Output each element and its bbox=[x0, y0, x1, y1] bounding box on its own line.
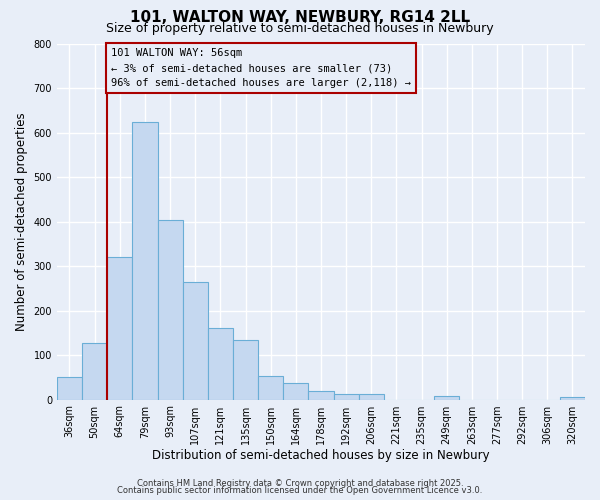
Text: 101, WALTON WAY, NEWBURY, RG14 2LL: 101, WALTON WAY, NEWBURY, RG14 2LL bbox=[130, 10, 470, 25]
Bar bbox=[208, 328, 233, 400]
Bar bbox=[359, 394, 384, 400]
Bar bbox=[334, 394, 359, 400]
Bar bbox=[182, 282, 208, 400]
Text: Size of property relative to semi-detached houses in Newbury: Size of property relative to semi-detach… bbox=[106, 22, 494, 35]
Bar bbox=[57, 378, 82, 400]
Text: Contains HM Land Registry data © Crown copyright and database right 2025.: Contains HM Land Registry data © Crown c… bbox=[137, 478, 463, 488]
Bar bbox=[107, 258, 133, 400]
Bar bbox=[258, 376, 283, 400]
Y-axis label: Number of semi-detached properties: Number of semi-detached properties bbox=[15, 112, 28, 331]
Bar bbox=[283, 383, 308, 400]
Bar bbox=[233, 340, 258, 400]
X-axis label: Distribution of semi-detached houses by size in Newbury: Distribution of semi-detached houses by … bbox=[152, 450, 490, 462]
Bar bbox=[434, 396, 459, 400]
Bar bbox=[308, 390, 334, 400]
Bar bbox=[82, 342, 107, 400]
Bar bbox=[158, 220, 182, 400]
Bar bbox=[560, 398, 585, 400]
Text: Contains public sector information licensed under the Open Government Licence v3: Contains public sector information licen… bbox=[118, 486, 482, 495]
Text: 101 WALTON WAY: 56sqm
← 3% of semi-detached houses are smaller (73)
96% of semi-: 101 WALTON WAY: 56sqm ← 3% of semi-detac… bbox=[111, 48, 411, 88]
Bar bbox=[133, 122, 158, 400]
